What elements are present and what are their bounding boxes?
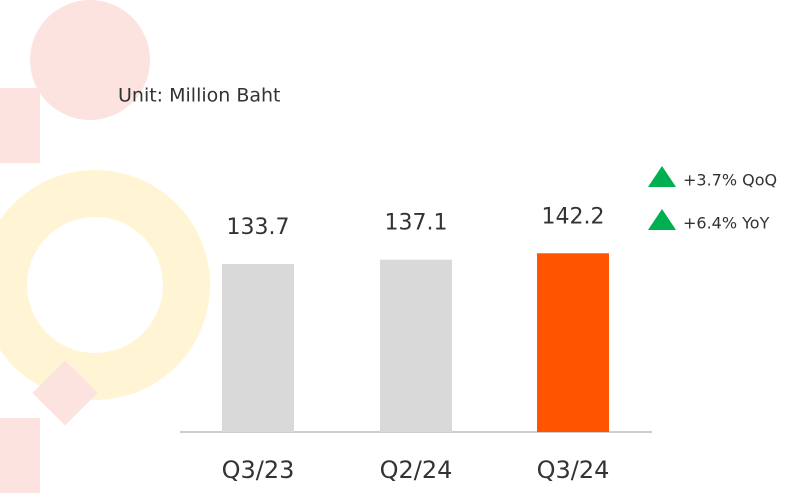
bar [222,264,294,432]
x-tick-label: Q2/24 [380,456,453,484]
annotation: +6.4% YoY [683,214,770,233]
value-label: 133.7 [227,215,290,240]
bar [537,253,609,432]
chart: Unit: Million Baht 133.7 Q3/23 137.1 Q2/24 1… [0,0,798,493]
bar [380,260,452,432]
value-label: 142.2 [542,204,605,229]
up-triangle-icon [648,166,676,187]
x-tick-label: Q3/24 [537,456,610,484]
x-tick-label: Q3/23 [222,456,295,484]
up-triangle-icon [648,209,676,230]
value-label: 137.1 [385,211,448,236]
subtitle: Unit: Million Baht [118,85,281,107]
background-decoration [0,0,210,493]
annotation: +3.7% QoQ [683,171,777,190]
